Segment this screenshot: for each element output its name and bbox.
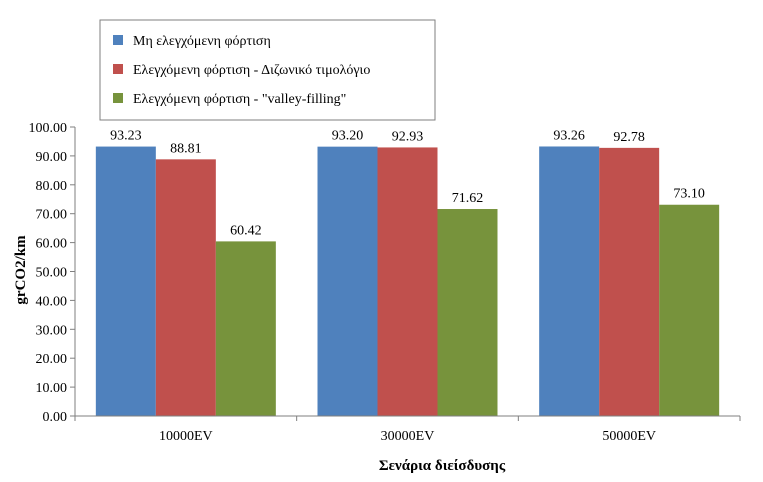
bar: [437, 209, 498, 416]
data-label: 88.81: [170, 141, 202, 156]
y-tick-label: 90.00: [36, 150, 68, 165]
data-label: 71.62: [452, 191, 484, 206]
legend-swatch: [113, 93, 123, 103]
bar: [599, 147, 660, 417]
x-tick-label: 50000EV: [602, 429, 656, 444]
data-label: 93.23: [110, 129, 142, 144]
bar: [215, 241, 276, 416]
y-axis-title: grCO2/km: [13, 235, 29, 305]
x-axis-ticks: 10000EV 30000EV 50000EV: [74, 416, 741, 444]
x-tick-label: 10000EV: [159, 429, 213, 444]
legend-entry: Ελεγχόμενη φόρτιση - Διζωνικό τιμολόγιο: [133, 63, 370, 78]
axes: [74, 127, 740, 417]
y-tick-label: 50.00: [36, 266, 68, 281]
legend: Μη ελεγχόμενη φόρτιση Ελεγχόμενη φόρτιση …: [99, 19, 436, 121]
data-label: 60.42: [230, 223, 262, 238]
data-label: 73.10: [673, 187, 705, 202]
y-tick-label: 30.00: [36, 323, 68, 338]
x-tick-label: 30000EV: [381, 429, 435, 444]
bar: [377, 147, 438, 416]
bar: [95, 146, 156, 416]
bar: [155, 159, 216, 416]
y-tick-label: 100.00: [29, 121, 68, 136]
y-tick-label: 40.00: [36, 294, 68, 309]
data-label: 92.93: [392, 129, 424, 144]
y-tick-label: 70.00: [36, 208, 68, 223]
bar: [539, 146, 600, 416]
y-tick-label: 10.00: [36, 381, 68, 396]
y-tick-label: 20.00: [36, 352, 68, 367]
y-tick-label: 80.00: [36, 179, 68, 194]
legend-entry: Μη ελεγχόμενη φόρτιση: [133, 34, 271, 49]
data-label: 93.20: [332, 129, 364, 144]
data-label: 93.26: [553, 128, 585, 143]
legend-box: [99, 19, 436, 121]
bar: [659, 204, 720, 416]
legend-swatch: [113, 35, 123, 45]
y-axis-ticks: 0.00 10.00 20.00 30.00 40.00 50.00 60.00 70.00 8…: [29, 121, 75, 425]
bars: [95, 146, 720, 417]
data-label: 92.78: [613, 130, 645, 145]
x-axis-title: Σενάρια διείσδυσης: [379, 458, 506, 474]
y-tick-label: 0.00: [43, 410, 68, 425]
data-labels: 93.23 88.81 60.42 93.20 92.93 71.62 93.26 92.78…: [110, 128, 705, 238]
y-tick-label: 60.00: [36, 237, 68, 252]
legend-swatch: [113, 64, 123, 74]
bar: [317, 146, 378, 417]
legend-entry: Ελεγχόμενη φόρτιση - "valley-filling": [133, 92, 346, 107]
